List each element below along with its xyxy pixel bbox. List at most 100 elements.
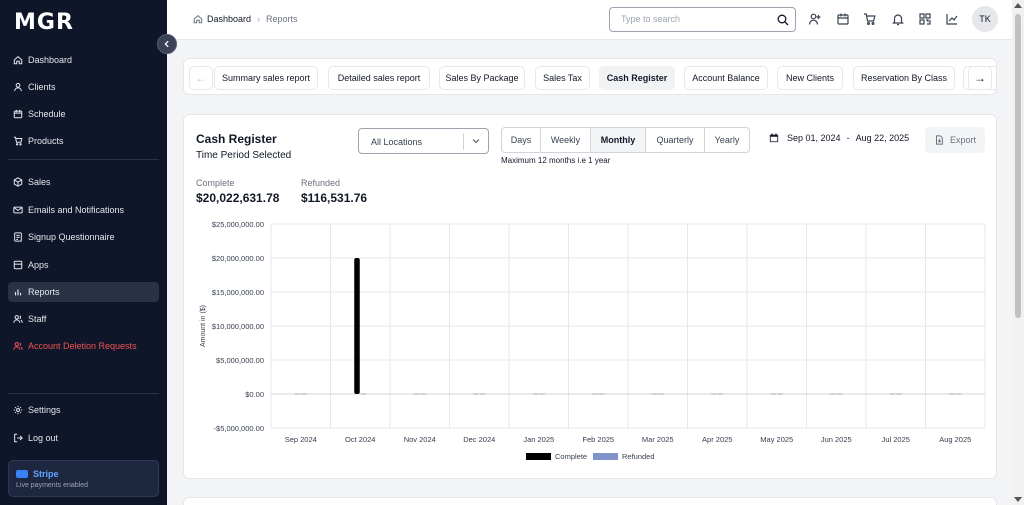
sidebar-item-clients[interactable]: Clients xyxy=(8,77,159,97)
sidebar: MGR Dashboard Clients Schedule Products … xyxy=(0,0,167,505)
sidebar-item-products[interactable]: Products xyxy=(8,131,159,151)
search-input[interactable] xyxy=(621,14,771,24)
stat-complete-label: Complete xyxy=(196,178,235,188)
sidebar-item-sales[interactable]: Sales xyxy=(8,172,159,192)
sidebar-item-schedule[interactable]: Schedule xyxy=(8,104,159,124)
search-box xyxy=(609,7,796,32)
bar-complete-nov-2024 xyxy=(413,393,420,395)
gear-icon xyxy=(13,405,23,415)
breadcrumb-separator: › xyxy=(257,14,261,24)
stripe-status-card[interactable]: Stripe Live payments enabled xyxy=(8,460,159,497)
avatar[interactable]: TK xyxy=(972,6,998,32)
breadcrumb-dashboard[interactable]: Dashboard xyxy=(207,14,252,24)
tab-summary-sales-report[interactable]: Summary sales report xyxy=(214,66,318,90)
sidebar-item-account-deletion-requests[interactable]: Account Deletion Requests xyxy=(8,336,159,356)
x-tick-label: Jan 2025 xyxy=(523,435,554,444)
tabs-scroll-left-button[interactable]: ← xyxy=(189,66,213,90)
period-quarterly[interactable]: Quarterly xyxy=(646,128,705,152)
bar-complete-oct-2024 xyxy=(354,258,360,394)
tab-cash-register[interactable]: Cash Register xyxy=(599,66,675,90)
bar-refunded-jun-2025 xyxy=(836,393,843,395)
sidebar-item-label: Staff xyxy=(28,314,47,324)
bar-complete-dec-2024 xyxy=(473,393,479,395)
sidebar-item-logout[interactable]: Log out xyxy=(8,428,159,448)
stripe-card-icon xyxy=(16,470,28,478)
sidebar-item-label: Signup Questionnaire xyxy=(28,232,115,242)
cash-register-report: Cash Register Time Period Selected All L… xyxy=(183,114,997,479)
sidebar-item-staff[interactable]: Staff xyxy=(8,309,159,329)
sidebar-item-emails[interactable]: Emails and Notifications xyxy=(8,200,159,220)
bell-icon[interactable] xyxy=(891,12,905,26)
sidebar-item-label: Schedule xyxy=(28,109,66,119)
sidebar-item-apps[interactable]: Apps xyxy=(8,255,159,275)
legend-swatch-complete xyxy=(526,453,551,460)
x-tick-label: Dec 2024 xyxy=(463,435,495,444)
bar-complete-apr-2025 xyxy=(711,393,717,395)
sidebar-item-label: Reports xyxy=(28,287,60,297)
tab-reservation-by-class[interactable]: Reservation By Class xyxy=(853,66,955,90)
sidebar-item-label: Account Deletion Requests xyxy=(28,341,137,351)
logout-icon xyxy=(13,433,23,443)
bar-refunded-feb-2025 xyxy=(598,393,605,395)
sidebar-item-label: Products xyxy=(28,136,64,146)
bar-complete-jul-2025 xyxy=(889,393,896,395)
date-separator: - xyxy=(846,133,850,143)
sidebar-collapse-button[interactable] xyxy=(157,34,177,54)
x-tick-label: Mar 2025 xyxy=(642,435,674,444)
stat-complete-value: $20,022,631.78 xyxy=(196,191,280,205)
sidebar-item-settings[interactable]: Settings xyxy=(8,400,159,420)
sidebar-item-reports[interactable]: Reports xyxy=(8,282,159,302)
next-section-card xyxy=(183,497,997,505)
scroll-up-arrow-icon[interactable] xyxy=(1014,3,1022,8)
bar-refunded-jan-2025 xyxy=(539,393,545,395)
sidebar-item-label: Settings xyxy=(28,405,61,415)
period-yearly[interactable]: Yearly xyxy=(714,135,740,145)
home-icon xyxy=(193,14,203,24)
user-x-icon xyxy=(13,341,23,351)
date-range-picker[interactable]: Sep 01, 2024 - Aug 22, 2025 xyxy=(769,133,909,143)
tab-account-balance[interactable]: Account Balance xyxy=(684,66,768,90)
x-tick-label: Jul 2025 xyxy=(882,435,910,444)
tab-sales-tax[interactable]: Sales Tax xyxy=(535,66,590,90)
tab-new-clients[interactable]: New Clients xyxy=(777,66,843,90)
x-tick-label: Sep 2024 xyxy=(285,435,317,444)
add-user-icon[interactable] xyxy=(808,12,822,26)
cash-register-chart: -$5,000,000.00 $0.00 $5,000,000.00 $10,000,… xyxy=(200,220,986,461)
period-days[interactable]: Days xyxy=(502,128,541,152)
period-monthly[interactable]: Monthly xyxy=(591,128,646,152)
sidebar-item-signup-questionnaire[interactable]: Signup Questionnaire xyxy=(8,227,159,247)
tab-detailed-sales-report[interactable]: Detailed sales report xyxy=(328,66,430,90)
location-select[interactable]: All Locations xyxy=(358,128,489,154)
sidebar-item-dashboard[interactable]: Dashboard xyxy=(8,50,159,70)
x-tick-label: Nov 2024 xyxy=(404,435,436,444)
bar-refunded-mar-2025 xyxy=(658,393,664,395)
sidebar-item-label: Apps xyxy=(28,260,49,270)
bar-complete-jan-2025 xyxy=(532,393,539,395)
search-icon[interactable] xyxy=(777,14,789,26)
y-tick-label: $5,000,000.00 xyxy=(216,356,264,365)
stripe-name: Stripe xyxy=(33,469,59,479)
users-icon xyxy=(13,314,23,324)
cart-icon[interactable] xyxy=(863,12,877,26)
tabs-scroll-right-button[interactable]: → xyxy=(968,66,992,90)
app-logo: MGR xyxy=(14,10,74,35)
scrollbar-thumb[interactable] xyxy=(1015,14,1021,318)
calendar-icon[interactable] xyxy=(836,12,850,26)
trend-icon[interactable] xyxy=(945,12,959,26)
y-axis-label: Amount in ($) xyxy=(200,305,207,347)
scroll-down-arrow-icon[interactable] xyxy=(1014,497,1022,502)
tab-sales-by-package[interactable]: Sales By Package xyxy=(439,66,525,90)
legend-label-refunded: Refunded xyxy=(622,452,655,461)
export-button[interactable]: Export xyxy=(925,127,985,153)
bar-complete-may-2025 xyxy=(770,393,777,395)
bar-complete-jun-2025 xyxy=(830,393,836,395)
x-tick-label: Feb 2025 xyxy=(582,435,614,444)
sidebar-divider xyxy=(8,393,159,394)
x-tick-label: May 2025 xyxy=(760,435,793,444)
calendar-icon xyxy=(769,133,779,143)
qr-icon[interactable] xyxy=(918,12,932,26)
page-scrollbar[interactable] xyxy=(1012,0,1024,505)
period-weekly[interactable]: Weekly xyxy=(541,128,591,152)
date-end: Aug 22, 2025 xyxy=(855,133,910,143)
top-header: Dashboard › Reports TK xyxy=(167,0,1012,40)
